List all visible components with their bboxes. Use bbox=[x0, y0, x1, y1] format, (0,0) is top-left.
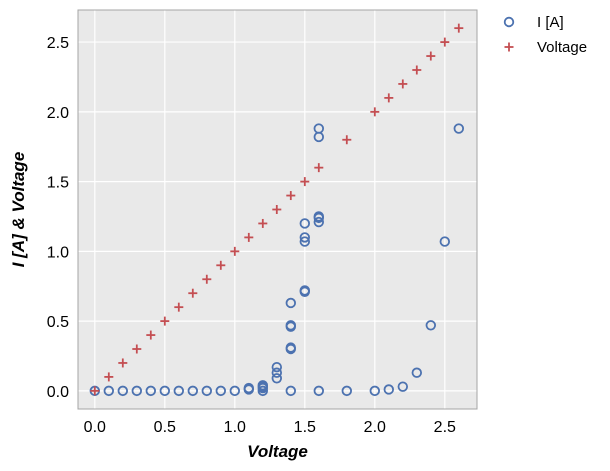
voltage-point bbox=[440, 37, 450, 47]
x-tick-label: 2.5 bbox=[434, 419, 456, 436]
voltage-point bbox=[454, 23, 464, 33]
voltage-point bbox=[286, 191, 296, 201]
voltage-point bbox=[146, 330, 156, 340]
current-point bbox=[243, 382, 255, 394]
x-tick-label: 1.0 bbox=[224, 419, 246, 436]
voltage-point bbox=[188, 288, 198, 298]
y-tick-label: 1.5 bbox=[47, 175, 69, 192]
current-point bbox=[187, 385, 199, 397]
current-point bbox=[285, 297, 297, 309]
x-tick-label: 2.0 bbox=[364, 419, 386, 436]
current-point bbox=[411, 367, 423, 378]
current-point bbox=[173, 385, 185, 397]
current-point bbox=[215, 385, 227, 397]
x-tick-label: 1.5 bbox=[294, 419, 316, 436]
voltage-point bbox=[160, 316, 170, 326]
voltage-point bbox=[342, 135, 352, 145]
current-point bbox=[271, 373, 283, 384]
voltage-point bbox=[216, 260, 226, 270]
current-point bbox=[299, 232, 311, 243]
current-point bbox=[131, 385, 143, 397]
current-point bbox=[145, 385, 157, 397]
voltage-point bbox=[244, 232, 254, 242]
current-point bbox=[383, 384, 395, 395]
y-tick-label: 2.0 bbox=[47, 105, 69, 122]
voltage-point bbox=[398, 79, 408, 89]
voltage-point bbox=[90, 386, 100, 396]
voltage-point bbox=[370, 107, 380, 117]
current-point bbox=[299, 285, 311, 296]
data-points bbox=[89, 23, 465, 397]
ticks: 0.0 0.5 1.0 1.5 2.0 2.5 0.0 0.5 1.0 1.5 2.0 2.5 bbox=[47, 35, 456, 436]
y-tick-label: 2.5 bbox=[47, 35, 69, 52]
current-point bbox=[285, 342, 297, 353]
current-point bbox=[341, 385, 353, 397]
legend-marker-current bbox=[503, 16, 515, 28]
current-point bbox=[313, 385, 325, 397]
current-point bbox=[313, 123, 325, 134]
voltage-point bbox=[104, 372, 114, 382]
current-point bbox=[369, 385, 381, 397]
current-point bbox=[299, 236, 311, 247]
x-tick-label: 0.5 bbox=[154, 419, 176, 436]
current-point bbox=[103, 385, 115, 397]
legend-label-current: I [A] bbox=[537, 14, 564, 31]
y-tick-label: 0.5 bbox=[47, 314, 69, 331]
legend-label-voltage: Voltage bbox=[537, 39, 587, 56]
plot-frame bbox=[77, 9, 478, 410]
current-point bbox=[313, 211, 325, 222]
current-point bbox=[229, 385, 241, 397]
current-point bbox=[117, 385, 129, 397]
voltage-point bbox=[132, 344, 142, 354]
voltage-point bbox=[272, 205, 282, 214]
current-point bbox=[271, 367, 283, 378]
current-point bbox=[257, 380, 269, 391]
current-point bbox=[397, 381, 409, 392]
voltage-point bbox=[314, 163, 324, 173]
legend: I [A] Voltage bbox=[503, 14, 587, 56]
current-point bbox=[299, 218, 311, 229]
legend-marker-voltage bbox=[504, 42, 514, 52]
voltage-point bbox=[174, 302, 184, 312]
voltage-point bbox=[300, 177, 310, 187]
voltage-point bbox=[258, 218, 268, 228]
y-tick-label: 0.0 bbox=[47, 384, 69, 401]
voltage-point bbox=[412, 65, 422, 75]
current-point bbox=[313, 216, 325, 228]
series-voltage bbox=[90, 23, 464, 396]
series-current bbox=[89, 123, 465, 397]
y-tick-label: 1.0 bbox=[47, 244, 69, 261]
voltage-point bbox=[384, 93, 394, 103]
current-point bbox=[271, 361, 283, 373]
current-point bbox=[453, 123, 465, 134]
current-point bbox=[201, 385, 213, 397]
voltage-point bbox=[202, 274, 212, 284]
voltage-point bbox=[118, 358, 128, 368]
current-point bbox=[425, 320, 437, 331]
y-axis-title: I [A] & Voltage bbox=[9, 152, 28, 268]
voltage-point bbox=[426, 51, 436, 61]
current-point bbox=[285, 320, 297, 331]
current-point bbox=[439, 236, 451, 247]
x-axis-title: Voltage bbox=[247, 442, 308, 461]
voltage-point bbox=[230, 246, 240, 256]
x-tick-label: 0.0 bbox=[84, 419, 106, 436]
current-point bbox=[159, 385, 171, 397]
current-point bbox=[285, 385, 297, 397]
grid bbox=[78, 10, 477, 409]
